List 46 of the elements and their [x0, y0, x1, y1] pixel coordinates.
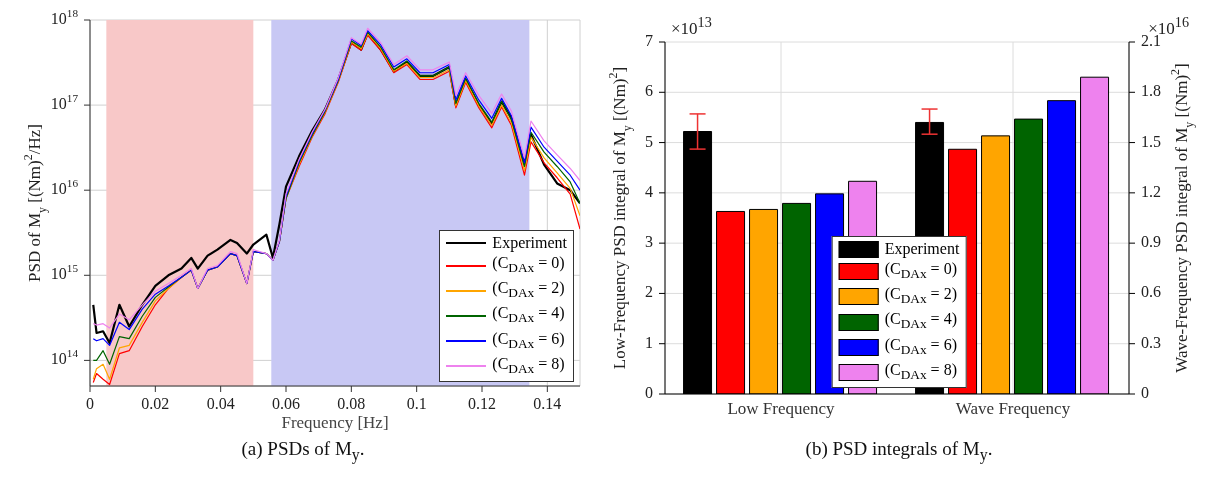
y2-tick-label: 1.2: [1141, 182, 1161, 200]
legend-label: (C$_{DAx}$ = 2): [492, 278, 565, 303]
legend-label: (C$_{DAx}$ = 4): [492, 303, 565, 328]
y2-tick-label: 1.5: [1141, 132, 1161, 150]
y-tick-label: 3: [645, 232, 653, 250]
x-tick-label: 0.08: [337, 395, 366, 413]
y-tick-label: 10$^{17}$: [50, 91, 79, 112]
y-tick-label: 5: [645, 132, 653, 150]
x-tick-label: 0.06: [272, 395, 300, 413]
x-tick-label: 0.02: [141, 395, 170, 413]
y2-tick-label: 0.9: [1141, 232, 1161, 250]
x-tick-label: 0.14: [533, 395, 562, 413]
legend-label: (C$_{DAx}$ = 8): [884, 359, 957, 384]
y2-tick-label: 1.8: [1141, 81, 1161, 99]
x-tick-label: 0.04: [206, 395, 235, 413]
y-tick-label: 4: [645, 182, 653, 200]
x-axis-title: Frequency [Hz]: [281, 413, 389, 432]
y2-tick-label: 0.3: [1141, 333, 1161, 351]
y-tick-label: 6: [645, 81, 653, 99]
legend-label: (C$_{DAx}$ = 6): [492, 328, 565, 353]
x-tick-label: 0.1: [406, 395, 427, 413]
y-tick-label: 0: [645, 383, 653, 401]
y-tick-label: 10$^{15}$: [50, 261, 79, 282]
y-tick-label: 10$^{14}$: [50, 346, 79, 368]
x-tick-label: Wave Frequency: [955, 399, 1071, 419]
legend-label: (C$_{DAx}$ = 6): [884, 334, 957, 359]
y-tick-label: 10$^{18}$: [50, 6, 79, 27]
y-tick-label: 10$^{16}$: [50, 176, 79, 197]
legend-label: Experiment: [492, 233, 567, 254]
legend-label: (C$_{DAx}$ = 8): [492, 353, 565, 378]
text: ×10$^{13}$: [671, 14, 712, 39]
x-tick-label: 0: [86, 395, 94, 413]
y-tick-label: 7: [645, 31, 653, 49]
legend-label: Experiment: [884, 239, 960, 260]
y-tick-label: 2: [645, 283, 653, 301]
text: (a) PSDs of M$_{y}$.: [240, 438, 366, 464]
legend-label: (C$_{DAx}$ = 4): [884, 309, 957, 334]
y2-tick-label: 0.6: [1141, 283, 1161, 301]
legend-label: (C$_{DAx}$ = 0): [884, 259, 957, 284]
y2-tick-label: 0: [1141, 383, 1149, 401]
legend-label: (C$_{DAx}$ = 0): [492, 253, 565, 278]
x-tick-label: 0.12: [468, 395, 496, 413]
x-tick-label: Low Frequency: [727, 399, 836, 419]
legend-label: (C$_{DAx}$ = 2): [884, 284, 957, 309]
text: (b) PSD integrals of M$_{y}$.: [804, 438, 994, 464]
y-tick-label: 1: [645, 333, 653, 351]
